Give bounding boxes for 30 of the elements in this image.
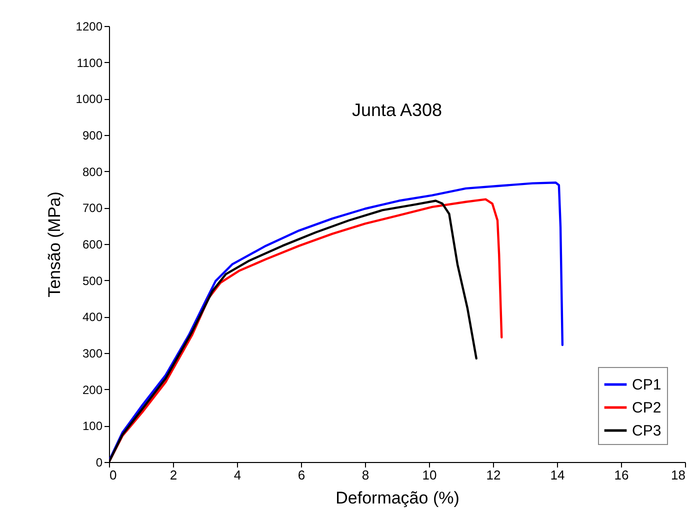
legend-label: CP2 — [632, 400, 662, 416]
y-tick-label: 500 — [82, 274, 103, 288]
x-tick-label: 10 — [422, 468, 437, 482]
y-tick-label: 600 — [82, 238, 103, 252]
y-tick-label: 700 — [82, 201, 103, 216]
y-tick-label: 300 — [82, 346, 103, 360]
text: Junta A308 — [352, 100, 442, 120]
y-tick-label: 800 — [82, 164, 103, 179]
x-tick-label: 0 — [110, 468, 117, 482]
y-tick-label: 1000 — [76, 92, 103, 106]
y-tick-label: 0 — [96, 456, 103, 470]
y-axis-title: Tensão (MPa) — [44, 192, 64, 298]
y-tick-label: 200 — [82, 382, 103, 397]
y-tick-label: 1200 — [76, 20, 103, 34]
legend-label: CP1 — [632, 376, 662, 394]
legend-label: CP3 — [632, 422, 662, 440]
x-tick-label: 16 — [614, 468, 629, 482]
y-tick-label: 900 — [82, 128, 103, 142]
x-tick-label: 6 — [298, 468, 306, 482]
x-tick-label: 4 — [234, 468, 242, 482]
y-tick-label: 100 — [82, 419, 103, 434]
x-axis-title: Deformação (%) — [336, 488, 460, 508]
x-tick-label: 14 — [550, 468, 565, 482]
line-series — [109, 181, 564, 462]
x-tick-label: 18 — [671, 468, 686, 482]
x-tick-label: 12 — [486, 468, 501, 482]
y-tick-label: 1100 — [76, 56, 103, 70]
x-tick-label: 8 — [362, 468, 370, 482]
y-tick-label: 400 — [82, 310, 103, 324]
x-tick-label: 2 — [170, 468, 178, 482]
